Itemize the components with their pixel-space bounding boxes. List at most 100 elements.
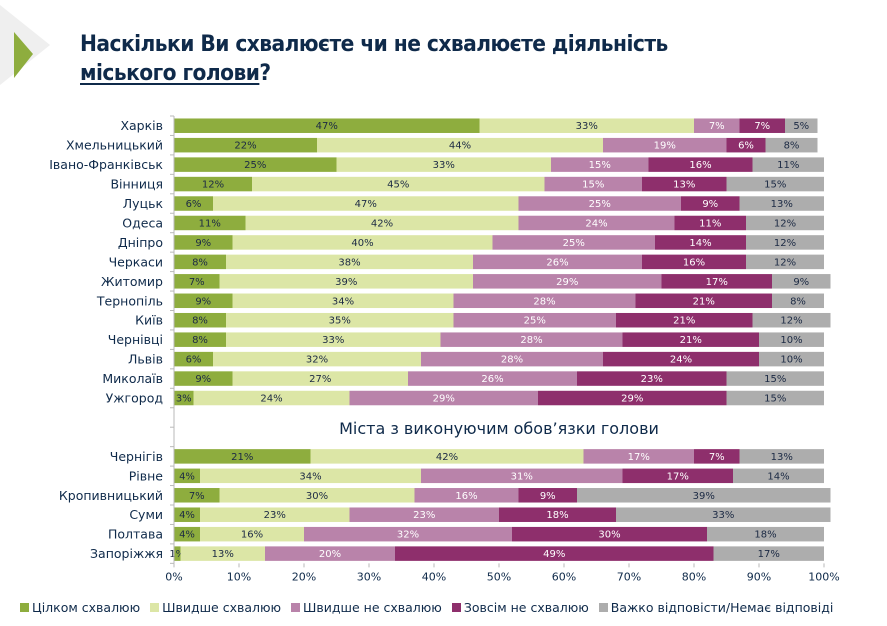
data-label: 40% <box>351 238 373 249</box>
x-tick-label: 10% <box>227 570 251 583</box>
data-label: 7% <box>189 491 205 502</box>
bar-segment <box>310 449 584 464</box>
data-label: 23% <box>641 374 663 385</box>
data-label: 7% <box>709 121 725 132</box>
bar-segment <box>200 507 350 522</box>
bar-segment <box>577 488 831 503</box>
data-label: 13% <box>212 549 234 560</box>
title-line-1: Наскільки Ви схвалюєте чи не схвалюєте д… <box>80 32 668 57</box>
data-label: 31% <box>511 471 533 482</box>
data-label: 18% <box>754 530 776 541</box>
bar-segment <box>473 254 642 270</box>
data-label: 23% <box>413 510 435 521</box>
legend-label: Цілком схвалюю <box>32 600 141 615</box>
data-label: 33% <box>576 121 598 132</box>
bar-segment <box>232 293 454 309</box>
data-label: 35% <box>329 316 351 327</box>
bar-segment <box>752 157 824 172</box>
bar-segment <box>440 332 623 347</box>
bar-segment <box>174 507 200 522</box>
data-label: 30% <box>306 491 328 502</box>
bar-segment <box>174 274 220 289</box>
data-label: 42% <box>371 218 393 229</box>
x-tick-label: 40% <box>422 570 446 583</box>
bar-segment <box>726 371 824 386</box>
category-label: Дніпро <box>118 235 163 250</box>
legend-item: Цілком схвалюю <box>20 600 140 615</box>
x-tick-label: 60% <box>552 570 576 583</box>
bar-segment <box>174 351 213 367</box>
data-label: 12% <box>774 257 796 268</box>
data-label: 16% <box>455 491 477 502</box>
bar-segment <box>200 526 304 542</box>
category-label: Львів <box>128 352 163 367</box>
data-label: 4% <box>179 471 195 482</box>
category-label: Миколаїв <box>102 371 163 386</box>
category-label: Запоріжжя <box>90 546 163 561</box>
data-label: 9% <box>540 491 556 502</box>
data-label: 6% <box>186 355 202 366</box>
data-label: 32% <box>306 355 328 366</box>
bar-segment <box>193 390 350 406</box>
data-label: 12% <box>202 180 224 191</box>
legend-label: Важко відповісти/Немає відповіді <box>610 600 834 615</box>
slide-decoration <box>0 5 50 85</box>
bar-segment <box>538 390 727 406</box>
legend-item: Важко відповісти/Немає відповіді <box>598 600 834 615</box>
data-label: 9% <box>195 296 211 307</box>
data-label: 13% <box>673 180 695 191</box>
data-label: 29% <box>433 394 455 405</box>
data-label: 15% <box>582 180 604 191</box>
bar-segment <box>317 137 603 153</box>
bar-segment <box>453 293 636 309</box>
legend-swatch <box>598 603 608 612</box>
bar-segment <box>616 312 753 328</box>
bar-segment <box>746 215 824 231</box>
x-tick-label: 50% <box>487 570 511 583</box>
data-label: 30% <box>598 530 620 541</box>
legend-item: Швидше схвалюю <box>150 600 281 615</box>
bar-segment <box>174 390 194 406</box>
bar-segment <box>583 449 694 464</box>
data-label: 11% <box>199 218 221 229</box>
chart-legend: Цілком схвалюю Швидше схвалюю Швидше не сх… <box>20 600 833 615</box>
bar-segment <box>492 235 655 250</box>
bar-segment <box>200 468 421 484</box>
data-label: 17% <box>667 471 689 482</box>
bar-segment <box>544 176 642 192</box>
bar-segment <box>746 235 824 250</box>
bar-segment <box>707 526 824 542</box>
data-label: 24% <box>585 218 607 229</box>
bar-segment <box>174 254 226 270</box>
bar-segment <box>245 215 519 231</box>
title-underlined-text: міського голови <box>80 61 260 86</box>
data-label: 15% <box>764 394 786 405</box>
bar-segment <box>252 176 545 192</box>
data-label: 28% <box>520 335 542 346</box>
data-label: 26% <box>481 374 503 385</box>
data-label: 22% <box>234 141 256 152</box>
category-label: Ужгород <box>106 391 163 406</box>
data-label: 38% <box>338 257 360 268</box>
category-label: Полтава <box>108 527 163 542</box>
data-label: 28% <box>501 355 523 366</box>
data-label: 14% <box>689 238 711 249</box>
data-label: 12% <box>774 238 796 249</box>
x-tick-label: 100% <box>808 570 839 583</box>
bar-segment <box>174 196 213 211</box>
bar-segment <box>232 371 408 386</box>
category-label: Кропивницький <box>59 488 163 503</box>
category-label: Одеса <box>122 215 163 230</box>
bar-segment <box>713 546 824 561</box>
legend-item: Зовсім не схвалюю <box>451 600 589 615</box>
data-label: 10% <box>780 355 802 366</box>
bar-segment <box>349 507 499 522</box>
bar-segment <box>655 235 746 250</box>
page-title: Наскільки Ви схвалюєте чи не схвалюєте д… <box>80 30 668 88</box>
bar-segment <box>739 449 824 464</box>
bar-segment <box>174 526 200 542</box>
bar-segment <box>635 293 772 309</box>
data-label: 7% <box>189 277 205 288</box>
bar-segment <box>174 371 233 386</box>
category-label: Харків <box>120 118 163 133</box>
